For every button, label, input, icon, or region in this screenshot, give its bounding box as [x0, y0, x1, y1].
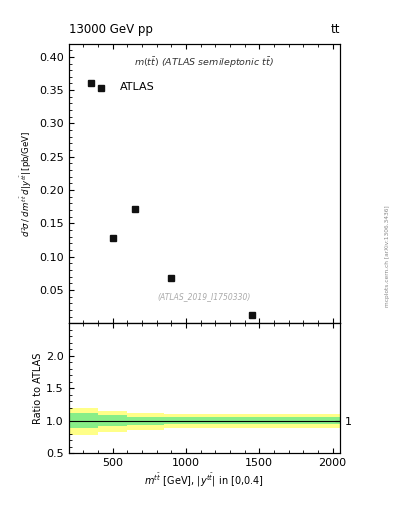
Y-axis label: $d^2\!\sigma\,/\,d\,m^{t\bar{t}}\,d\,|y^{t\bar{t}}|\,\mathrm{[pb/GeV]}$: $d^2\!\sigma\,/\,d\,m^{t\bar{t}}\,d\,|y^… — [18, 130, 34, 237]
Text: $m(t\bar{t})$ (ATLAS semileptonic $t\bar{t}$): $m(t\bar{t})$ (ATLAS semileptonic $t\bar… — [134, 55, 274, 70]
Text: mcplots.cern.ch [arXiv:1306.3436]: mcplots.cern.ch [arXiv:1306.3436] — [385, 205, 389, 307]
Text: 13000 GeV pp: 13000 GeV pp — [69, 23, 152, 36]
Text: (ATLAS_2019_I1750330): (ATLAS_2019_I1750330) — [158, 292, 251, 301]
Text: ATLAS: ATLAS — [120, 82, 155, 92]
Text: tt: tt — [331, 23, 340, 36]
X-axis label: $m^{t\bar{t}}$ [GeV], $|y^{t\bar{t}}|$ in [0,0.4]: $m^{t\bar{t}}$ [GeV], $|y^{t\bar{t}}|$ i… — [144, 472, 264, 489]
Y-axis label: Ratio to ATLAS: Ratio to ATLAS — [33, 352, 43, 424]
